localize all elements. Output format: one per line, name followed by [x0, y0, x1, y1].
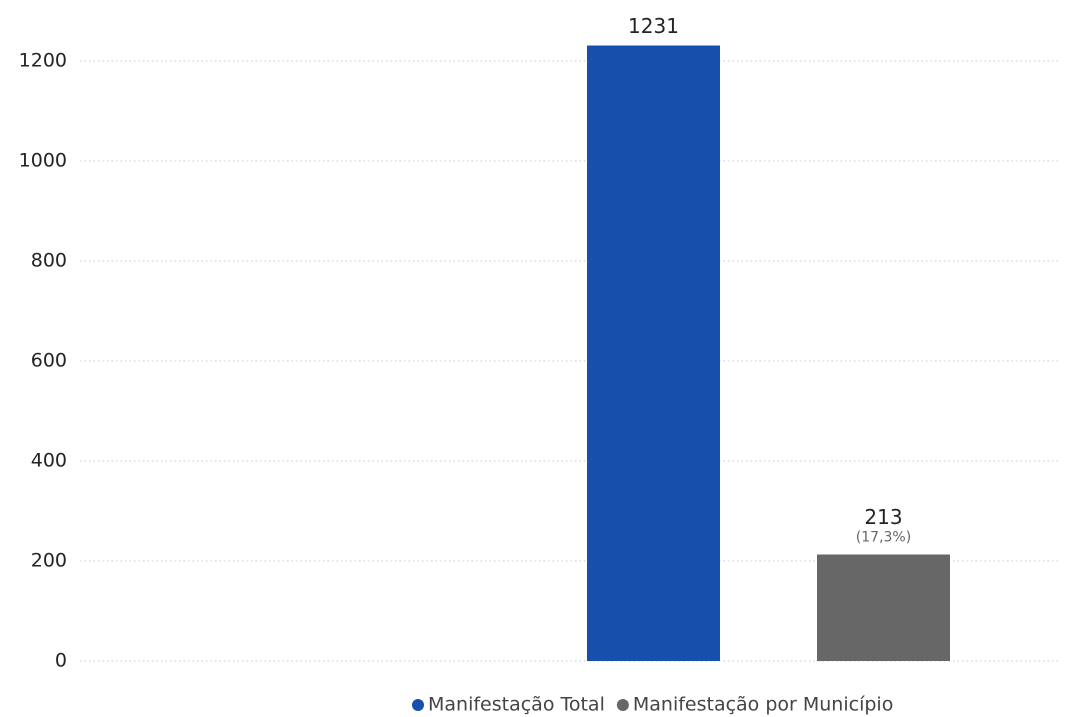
legend-marker: [412, 699, 424, 711]
y-tick-label: 1000: [19, 150, 67, 172]
y-tick-label: 400: [31, 450, 67, 472]
y-tick-label: 0: [55, 650, 67, 672]
y-tick-label: 1200: [19, 50, 67, 72]
bar: [587, 45, 720, 661]
data-label: 1231: [628, 14, 679, 38]
share-label: (17,3%): [856, 530, 911, 546]
legend-label: Manifestação Total: [428, 694, 605, 716]
y-tick-label: 800: [31, 250, 67, 272]
legend-marker: [616, 699, 629, 711]
bar: [817, 554, 950, 661]
y-tick-label: 200: [31, 550, 67, 572]
data-label: 213: [864, 505, 902, 529]
y-tick-label: 600: [31, 350, 67, 372]
legend-label: Manifestação por Município: [633, 694, 893, 716]
